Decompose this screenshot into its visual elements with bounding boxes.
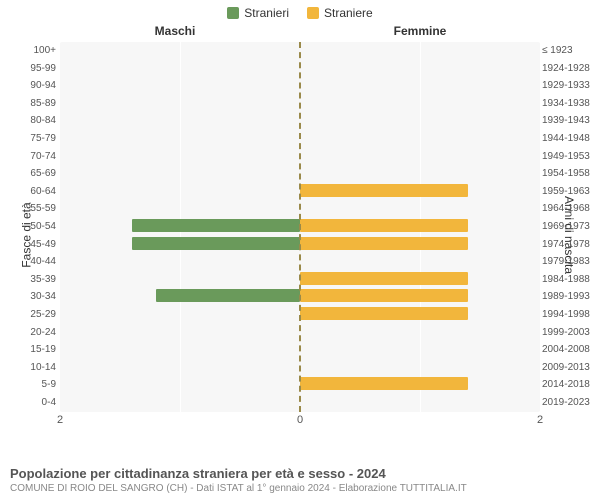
chart-title: Popolazione per cittadinanza straniera p…: [10, 466, 590, 481]
bar-female: [300, 184, 468, 197]
y-label-age: 95-99: [4, 60, 56, 78]
bar-female: [300, 307, 468, 320]
y-label-age: 75-79: [4, 130, 56, 148]
y-label-birth: ≤ 1923: [542, 42, 598, 60]
y-label-age: 100+: [4, 42, 56, 60]
y-label-age: 35-39: [4, 271, 56, 289]
y-label-birth: 1934-1938: [542, 95, 598, 113]
legend-swatch-male: [227, 7, 239, 19]
bar-female: [300, 377, 468, 390]
y-label-birth: 1949-1953: [542, 148, 598, 166]
y-label-age: 50-54: [4, 218, 56, 236]
x-tick: 2: [57, 414, 63, 426]
y-label-age: 20-24: [4, 324, 56, 342]
bar-male: [132, 219, 300, 232]
y-label-birth: 1939-1943: [542, 112, 598, 130]
y-label-age: 70-74: [4, 148, 56, 166]
legend: Stranieri Straniere: [0, 0, 600, 20]
y-label-age: 10-14: [4, 359, 56, 377]
legend-item-male: Stranieri: [227, 6, 289, 20]
panel-title-male: Maschi: [0, 24, 300, 38]
x-tick: 0: [297, 414, 303, 426]
y-label-age: 55-59: [4, 200, 56, 218]
chart-area: Maschi Femmine Fasce di età Anni di nasc…: [0, 20, 600, 450]
chart-subtitle: COMUNE DI ROIO DEL SANGRO (CH) - Dati IS…: [10, 483, 590, 494]
y-label-birth: 1959-1963: [542, 183, 598, 201]
y-label-birth: 1974-1978: [542, 236, 598, 254]
y-label-birth: 2004-2008: [542, 341, 598, 359]
y-label-birth: 1999-2003: [542, 324, 598, 342]
legend-swatch-female: [307, 7, 319, 19]
y-label-age: 30-34: [4, 288, 56, 306]
plot-area: [60, 42, 540, 412]
y-label-age: 90-94: [4, 77, 56, 95]
bar-male: [132, 237, 300, 250]
y-label-birth: 1929-1933: [542, 77, 598, 95]
y-label-age: 15-19: [4, 341, 56, 359]
bar-female: [300, 289, 468, 302]
panel-titles: Maschi Femmine: [0, 24, 600, 38]
y-label-age: 25-29: [4, 306, 56, 324]
y-label-birth: 2014-2018: [542, 376, 598, 394]
y-label-age: 40-44: [4, 253, 56, 271]
y-label-age: 65-69: [4, 165, 56, 183]
y-label-age: 0-4: [4, 394, 56, 412]
footer: Popolazione per cittadinanza straniera p…: [10, 466, 590, 494]
y-label-age: 45-49: [4, 236, 56, 254]
y-label-age: 5-9: [4, 376, 56, 394]
x-axis: 2 0 2: [60, 414, 540, 430]
bar-male: [156, 289, 300, 302]
y-label-birth: 2009-2013: [542, 359, 598, 377]
y-label-birth: 1964-1968: [542, 200, 598, 218]
bar-female: [300, 237, 468, 250]
x-tick: 2: [537, 414, 543, 426]
y-label-birth: 1979-1983: [542, 253, 598, 271]
y-label-age: 60-64: [4, 183, 56, 201]
y-label-birth: 1989-1993: [542, 288, 598, 306]
y-label-birth: 2019-2023: [542, 394, 598, 412]
legend-label-male: Stranieri: [244, 6, 289, 20]
y-label-birth: 1994-1998: [542, 306, 598, 324]
y-label-birth: 1944-1948: [542, 130, 598, 148]
y-label-birth: 1969-1973: [542, 218, 598, 236]
y-label-birth: 1984-1988: [542, 271, 598, 289]
y-label-birth: 1924-1928: [542, 60, 598, 78]
legend-item-female: Straniere: [307, 6, 373, 20]
y-label-age: 85-89: [4, 95, 56, 113]
center-divider: [299, 42, 301, 412]
bar-female: [300, 272, 468, 285]
legend-label-female: Straniere: [324, 6, 373, 20]
y-label-age: 80-84: [4, 112, 56, 130]
bar-female: [300, 219, 468, 232]
panel-title-female: Femmine: [300, 24, 600, 38]
y-label-birth: 1954-1958: [542, 165, 598, 183]
